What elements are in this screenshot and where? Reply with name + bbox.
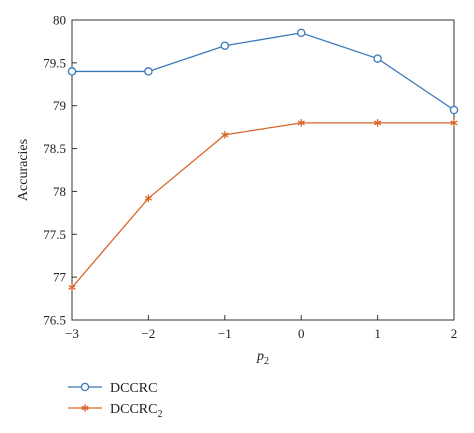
legend-label-main: DCCRC [110, 381, 157, 396]
data-point [373, 54, 382, 63]
y-tick-label: 78 [53, 184, 66, 199]
series-dccrc2 [68, 119, 458, 292]
data-point [221, 131, 229, 139]
x-tick-label: 1 [374, 326, 381, 341]
legend-label-main: DCCRC [110, 402, 157, 417]
y-tick-label: 80 [53, 13, 66, 28]
legend-label: DCCRC2 [110, 402, 162, 420]
data-point-stroke [144, 195, 153, 201]
data-point [144, 194, 153, 203]
legend-entry: DCCRC2 [68, 402, 162, 420]
data-point [373, 119, 382, 127]
data-point [220, 41, 230, 50]
y-tick-label: 79 [53, 98, 66, 113]
x-tick-label: −3 [65, 326, 79, 341]
y-tick-label: 76.5 [43, 313, 66, 328]
data-point [296, 28, 306, 38]
y-axis-label: Accuracies [16, 139, 31, 201]
x-axis-label-sub: 2 [264, 356, 269, 367]
y-tick-label: 77.5 [43, 227, 66, 242]
x-tick-label: 2 [451, 326, 458, 341]
data-point [68, 283, 76, 292]
series-line [72, 32, 455, 111]
legend-label-sub: 2 [157, 409, 162, 420]
data-point-stroke [68, 284, 76, 290]
data-point [81, 404, 89, 412]
data-point-stroke [373, 120, 382, 126]
data-point [297, 119, 305, 127]
data-point [67, 67, 77, 76]
data-point-stroke [221, 132, 229, 138]
series-dccrc [67, 28, 459, 115]
y-tick-label: 79.5 [43, 55, 66, 70]
data-point-stroke [297, 120, 305, 126]
y-axis: 76.5 77 77.5 78 78.5 79 79.5 80 [43, 13, 77, 328]
x-tick-label: 0 [298, 326, 305, 341]
y-tick-label: 78.5 [43, 141, 66, 156]
plot-frame [71, 19, 455, 321]
series-line [71, 122, 454, 288]
series-layer [67, 28, 459, 292]
data-point [80, 382, 90, 392]
x-axis-label-base: p [256, 349, 264, 364]
data-point [144, 67, 153, 76]
y-tick-label: 77 [53, 270, 67, 285]
x-axis: −3 −2 −1 0 1 2 [65, 315, 457, 341]
x-tick-label: −1 [218, 326, 232, 341]
data-point [450, 119, 458, 127]
x-tick-label: −2 [141, 326, 155, 341]
data-point [449, 105, 459, 115]
data-point-stroke [81, 405, 89, 411]
data-point-stroke [450, 120, 458, 126]
legend-entry: DCCRC [68, 381, 157, 396]
x-axis-label: p2 [256, 349, 269, 367]
legend-label: DCCRC [110, 381, 157, 396]
